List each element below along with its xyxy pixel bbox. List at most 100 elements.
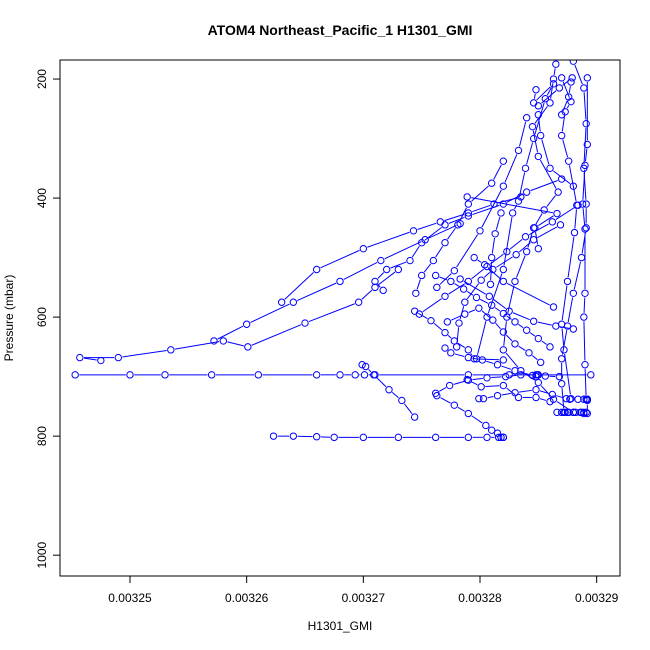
data-point <box>556 221 565 229</box>
data-point <box>568 74 576 82</box>
data-point <box>499 277 508 286</box>
data-point <box>461 298 469 306</box>
data-point <box>567 97 575 106</box>
data-point <box>508 209 517 217</box>
series-line-segment <box>583 92 587 120</box>
series-29 <box>475 386 571 403</box>
data-point <box>497 209 505 217</box>
series-line-segment <box>377 272 385 279</box>
data-point <box>470 253 478 262</box>
series-line-segment <box>561 115 566 132</box>
series-line-segment <box>472 377 483 381</box>
data-point <box>464 371 473 379</box>
data-point <box>433 283 441 292</box>
series-line-segment <box>519 389 532 393</box>
series-line-segment <box>506 282 550 306</box>
data-point <box>525 349 533 357</box>
data-point <box>336 277 344 286</box>
data-point <box>463 193 471 201</box>
series-line-segment <box>512 312 530 321</box>
data-point <box>514 393 523 402</box>
data-point <box>529 236 538 244</box>
data-point <box>499 433 508 442</box>
data-point <box>486 280 495 289</box>
series-line-segment <box>534 102 545 135</box>
series-line-segment <box>361 289 373 300</box>
data-point <box>587 371 595 379</box>
series-line-segment <box>471 197 553 214</box>
series-line-segment <box>83 357 97 361</box>
series-line-segment <box>559 326 570 329</box>
series-16 <box>210 219 464 345</box>
series-line-segment <box>453 380 465 385</box>
data-point <box>76 353 84 362</box>
data-point <box>546 164 554 173</box>
data-point <box>377 256 385 265</box>
data-point <box>581 361 589 369</box>
series-line-segment <box>423 263 432 273</box>
series-line-segment <box>463 280 486 295</box>
data-point <box>557 175 566 183</box>
data-point <box>441 328 449 337</box>
series-line-segment <box>539 390 549 394</box>
data-point <box>557 111 566 119</box>
data-point <box>447 349 455 357</box>
series-line-segment <box>391 392 399 399</box>
data-point <box>528 122 537 131</box>
series-line-segment <box>505 352 519 368</box>
data-point <box>464 209 473 217</box>
series-line-segment <box>478 358 500 361</box>
data-point <box>569 60 578 65</box>
data-point <box>511 366 519 375</box>
data-point <box>455 319 463 327</box>
data-point <box>512 250 520 259</box>
series-line-segment <box>566 105 570 109</box>
data-point <box>359 433 368 442</box>
data-point <box>564 157 573 165</box>
data-point <box>312 433 321 441</box>
data-point <box>371 283 379 292</box>
series-line-segment <box>497 197 517 204</box>
data-point <box>582 224 590 232</box>
series-25 <box>71 371 595 379</box>
data-point <box>553 408 561 417</box>
data-point <box>475 394 483 403</box>
data-point <box>493 391 502 400</box>
series-line-segment <box>417 222 437 230</box>
x-tick-label: 0.00328 <box>458 591 502 605</box>
series-line-segment <box>343 262 378 280</box>
data-point <box>569 289 578 297</box>
series-line-segment <box>583 321 586 361</box>
data-point <box>477 276 485 284</box>
data-point <box>499 200 508 208</box>
series-line-segment <box>562 100 568 112</box>
data-point <box>475 304 483 312</box>
data-point <box>552 60 560 68</box>
data-point <box>336 371 344 379</box>
series-line-segment <box>583 297 586 313</box>
y-tick-label: 200 <box>35 69 49 89</box>
series-line-segment <box>284 271 314 300</box>
data-point <box>379 286 387 295</box>
x-axis-label: H1301_GMI <box>308 619 373 633</box>
data-point <box>569 182 578 190</box>
data-point <box>301 319 309 327</box>
series-line-segment <box>561 330 568 355</box>
data-point <box>528 371 537 380</box>
series-line-segment <box>519 242 531 253</box>
series-line-segment <box>477 259 482 263</box>
data-point <box>499 346 508 354</box>
series-line-segment <box>584 148 588 162</box>
data-point <box>561 408 569 417</box>
series-line-segment <box>518 172 526 198</box>
data-point <box>398 396 406 405</box>
series-line-segment <box>454 353 465 357</box>
data-point <box>394 433 403 442</box>
data-point <box>312 371 321 379</box>
series-line-segment <box>384 241 422 260</box>
x-tick-label: 0.00327 <box>342 591 386 605</box>
data-point <box>534 244 543 253</box>
data-point <box>312 265 321 274</box>
data-point <box>412 289 420 297</box>
data-point <box>517 366 525 375</box>
